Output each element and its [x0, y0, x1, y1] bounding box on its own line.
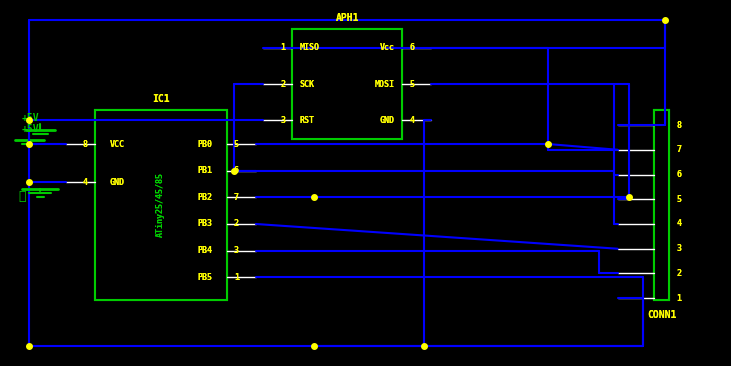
Text: 5: 5 — [676, 195, 681, 204]
Bar — [95, 110, 227, 300]
Text: ATiny25/45/85: ATiny25/45/85 — [156, 172, 165, 238]
Text: 4: 4 — [409, 116, 414, 125]
Text: 8: 8 — [83, 139, 88, 149]
Text: MOSI: MOSI — [375, 80, 395, 89]
Text: SCK: SCK — [300, 80, 315, 89]
Text: GND: GND — [110, 178, 125, 187]
Bar — [95, 110, 227, 300]
Text: PB0: PB0 — [197, 139, 212, 149]
Text: APH1: APH1 — [336, 13, 359, 23]
Text: 6: 6 — [234, 166, 239, 175]
Text: 3: 3 — [234, 246, 239, 255]
Text: 8: 8 — [676, 120, 681, 130]
Text: MISO: MISO — [300, 44, 319, 52]
Text: 5: 5 — [676, 195, 681, 204]
Text: PB2: PB2 — [197, 193, 212, 202]
Text: IC1: IC1 — [152, 94, 170, 104]
Text: 3: 3 — [280, 116, 285, 125]
Text: 4: 4 — [676, 220, 681, 228]
Bar — [292, 29, 402, 139]
Text: ATiny25/45/85: ATiny25/45/85 — [156, 172, 165, 238]
Text: 4: 4 — [409, 116, 414, 125]
Text: 3: 3 — [676, 244, 681, 253]
Text: CONN1: CONN1 — [647, 310, 676, 320]
Text: PB2: PB2 — [197, 193, 212, 202]
Text: 7: 7 — [676, 145, 681, 154]
Text: 2: 2 — [676, 269, 681, 278]
Text: PB5: PB5 — [197, 273, 212, 282]
Text: IC1: IC1 — [152, 94, 170, 104]
Text: 1: 1 — [234, 273, 239, 282]
Text: 6: 6 — [676, 170, 681, 179]
Text: 2: 2 — [280, 80, 285, 89]
Text: 6: 6 — [409, 44, 414, 52]
Bar — [654, 110, 669, 300]
Text: 5: 5 — [409, 80, 414, 89]
Text: 5: 5 — [409, 80, 414, 89]
Text: PB0: PB0 — [197, 139, 212, 149]
Text: 7: 7 — [234, 193, 239, 202]
Text: 1: 1 — [280, 44, 285, 52]
Text: RST: RST — [300, 116, 315, 125]
Text: APH1: APH1 — [336, 13, 359, 23]
Text: PB1: PB1 — [197, 166, 212, 175]
Text: CONN1: CONN1 — [647, 310, 676, 320]
Text: PB5: PB5 — [197, 273, 212, 282]
Text: 2: 2 — [234, 220, 239, 228]
Text: +5V: +5V — [22, 124, 39, 134]
Text: VCC: VCC — [110, 139, 125, 149]
Text: 1: 1 — [280, 44, 285, 52]
Text: PB1: PB1 — [197, 166, 212, 175]
Text: PB4: PB4 — [197, 246, 212, 255]
Text: GND: GND — [379, 116, 395, 125]
Text: RST: RST — [300, 116, 315, 125]
Text: Vcc: Vcc — [379, 44, 395, 52]
Text: 3: 3 — [234, 246, 239, 255]
Text: PB3: PB3 — [197, 220, 212, 228]
Text: 4: 4 — [83, 178, 88, 187]
Text: 7: 7 — [676, 145, 681, 154]
Text: 1: 1 — [676, 294, 681, 303]
Text: 3: 3 — [676, 244, 681, 253]
Text: 6: 6 — [234, 166, 239, 175]
Text: 6: 6 — [676, 170, 681, 179]
Text: 5: 5 — [234, 139, 239, 149]
Bar — [292, 29, 402, 139]
Text: GND: GND — [379, 116, 395, 125]
Text: SCK: SCK — [300, 80, 315, 89]
Text: 8: 8 — [83, 139, 88, 149]
Text: 5: 5 — [234, 139, 239, 149]
Text: PB3: PB3 — [197, 220, 212, 228]
Text: 2: 2 — [676, 269, 681, 278]
Text: VCC: VCC — [110, 139, 125, 149]
Text: 3: 3 — [280, 116, 285, 125]
Text: 2: 2 — [280, 80, 285, 89]
Text: 6: 6 — [409, 44, 414, 52]
Text: Vcc: Vcc — [379, 44, 395, 52]
Text: 1: 1 — [676, 294, 681, 303]
Text: PB4: PB4 — [197, 246, 212, 255]
Text: 1: 1 — [234, 273, 239, 282]
Text: 4: 4 — [83, 178, 88, 187]
Text: 2: 2 — [234, 220, 239, 228]
Text: +5V: +5V — [22, 113, 39, 123]
Text: 7: 7 — [234, 193, 239, 202]
Text: GND: GND — [110, 178, 125, 187]
Text: 4: 4 — [676, 220, 681, 228]
Text: MISO: MISO — [300, 44, 319, 52]
Text: ⏚: ⏚ — [18, 190, 26, 203]
Text: 8: 8 — [676, 120, 681, 130]
Text: MOSI: MOSI — [375, 80, 395, 89]
Bar — [654, 110, 669, 300]
